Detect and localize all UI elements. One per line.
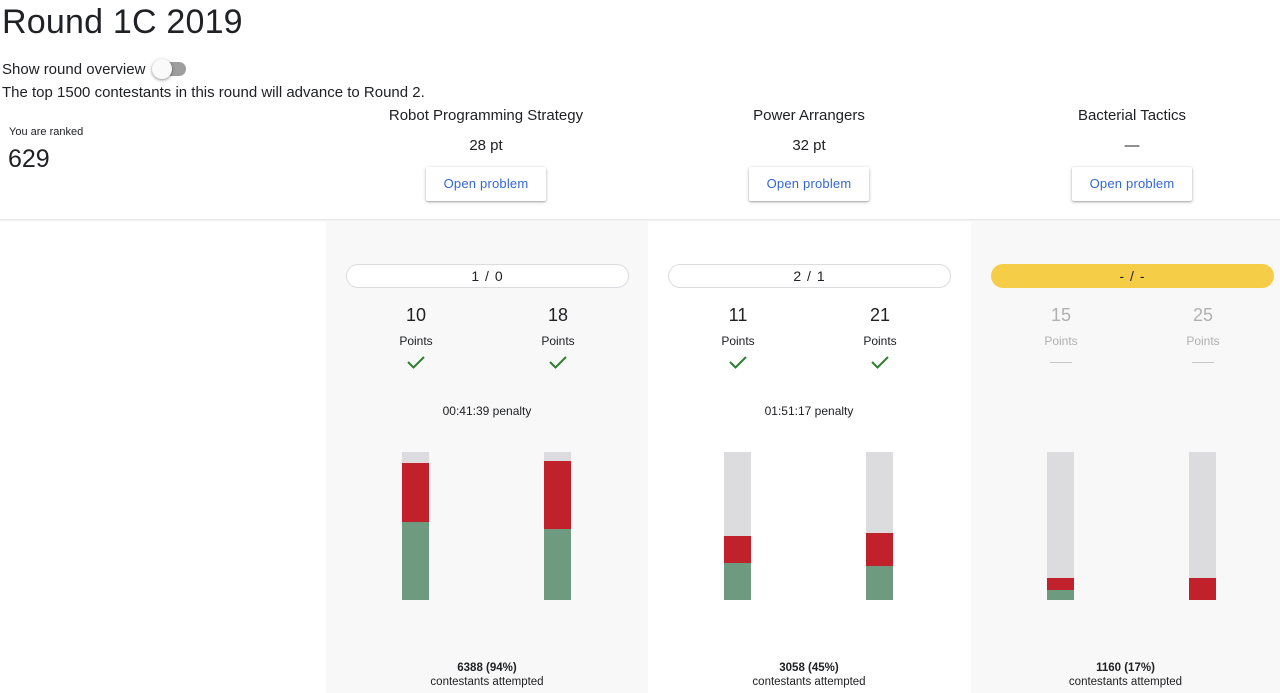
attempts-summary: 3058 (45%) contestants attempted xyxy=(648,661,970,689)
subtask-bar xyxy=(402,452,429,600)
bar-correct-segment xyxy=(402,522,429,600)
bar-correct-segment xyxy=(544,529,571,600)
unsolved-dash-icon xyxy=(1011,352,1111,372)
check-icon xyxy=(508,352,608,372)
check-icon xyxy=(830,352,930,372)
subtask-points: 25 xyxy=(1192,305,1214,325)
problem-panel-2: 2 / 1 11 Points 21 Points 01:51:17 penal… xyxy=(648,221,970,693)
problem-name: Power Arrangers xyxy=(753,107,865,124)
attempts-summary: 1160 (17%) contestants attempted xyxy=(971,661,1280,689)
subtask-1: 11 Points xyxy=(688,303,788,372)
subtask-bar xyxy=(1189,452,1216,600)
check-icon xyxy=(366,352,466,372)
overview-toggle[interactable] xyxy=(152,59,187,79)
bar-remaining-segment xyxy=(1047,452,1074,600)
attempts-label: contestants attempted xyxy=(430,676,544,688)
attempts-count: 6388 (94%) xyxy=(457,662,517,674)
bar-correct-segment xyxy=(866,566,893,600)
rank-value: 629 xyxy=(8,145,50,173)
subtask-points: 21 xyxy=(869,305,891,325)
subtask-points: 18 xyxy=(547,305,569,325)
subtask-1: 10 Points xyxy=(366,303,466,372)
bar-wrong-segment xyxy=(1189,578,1216,600)
problem-panel-1: 1 / 0 10 Points 18 Points 00:41:39 penal… xyxy=(326,221,648,693)
subtask-bar xyxy=(544,452,571,600)
attempts-summary: 6388 (94%) contestants attempted xyxy=(326,661,648,689)
bar-correct-segment xyxy=(724,563,751,600)
attempts-count: 3058 (45%) xyxy=(779,662,839,674)
attempt-status-pill: - / - xyxy=(991,264,1274,288)
header-divider xyxy=(0,219,1280,222)
points-label: Points xyxy=(541,334,575,348)
attempt-status-pill: 2 / 1 xyxy=(668,264,951,288)
problem-name: Bacterial Tactics xyxy=(1077,107,1187,124)
subtask-1: 15 Points xyxy=(1011,303,1111,372)
unsolved-dash-icon xyxy=(1153,352,1253,372)
problem-score: 28 pt xyxy=(469,137,503,154)
open-problem-button[interactable]: Open problem xyxy=(1072,167,1192,201)
subtask-2: 25 Points xyxy=(1153,303,1253,372)
bar-wrong-segment xyxy=(724,536,751,563)
subtask-2: 21 Points xyxy=(830,303,930,372)
rank-label: You are ranked xyxy=(9,126,84,138)
attempt-status-pill: 1 / 0 xyxy=(346,264,629,288)
problem-header-1: Robot Programming Strategy 28 pt Open pr… xyxy=(336,106,636,201)
points-label: Points xyxy=(1186,334,1220,348)
open-problem-button[interactable]: Open problem xyxy=(426,167,546,201)
attempts-count: 1160 (17%) xyxy=(1096,662,1155,674)
overview-row: Show round overview xyxy=(2,58,187,80)
page-title: Round 1C 2019 xyxy=(2,3,243,41)
problem-header-3: Bacterial Tactics — Open problem xyxy=(982,106,1280,201)
advance-note: The top 1500 contestants in this round w… xyxy=(2,84,425,101)
points-label: Points xyxy=(721,334,755,348)
bar-wrong-segment xyxy=(544,461,571,529)
bar-wrong-segment xyxy=(1047,578,1074,590)
problem-score: — xyxy=(1124,137,1140,154)
subtask-2: 18 Points xyxy=(508,303,608,372)
bar-correct-segment xyxy=(1047,590,1074,600)
attempts-label: contestants attempted xyxy=(752,676,866,688)
subtask-points: 10 xyxy=(405,305,427,325)
points-label: Points xyxy=(1044,334,1078,348)
penalty-time: 01:51:17 penalty xyxy=(764,404,854,418)
overview-label: Show round overview xyxy=(2,60,146,78)
subtask-bar xyxy=(724,452,751,600)
problem-header-2: Power Arrangers 32 pt Open problem xyxy=(659,106,959,201)
bar-wrong-segment xyxy=(402,463,429,522)
problem-name: Robot Programming Strategy xyxy=(388,107,584,124)
subtask-points: 11 xyxy=(728,305,748,325)
toggle-knob xyxy=(152,59,173,79)
check-icon xyxy=(688,352,788,372)
penalty-time: 00:41:39 penalty xyxy=(442,404,532,418)
problem-panel-3: - / - 15 Points 25 Points 1160 (17%) con… xyxy=(971,221,1280,693)
subtask-bar xyxy=(866,452,893,600)
subtask-bar xyxy=(1047,452,1074,600)
bar-remaining-segment xyxy=(1189,452,1216,600)
attempts-label: contestants attempted xyxy=(1068,676,1183,688)
points-label: Points xyxy=(399,334,433,348)
problem-score: 32 pt xyxy=(792,137,826,154)
subtask-points: 15 xyxy=(1050,305,1072,325)
bar-wrong-segment xyxy=(866,533,893,566)
open-problem-button[interactable]: Open problem xyxy=(749,167,869,201)
points-label: Points xyxy=(863,334,897,348)
